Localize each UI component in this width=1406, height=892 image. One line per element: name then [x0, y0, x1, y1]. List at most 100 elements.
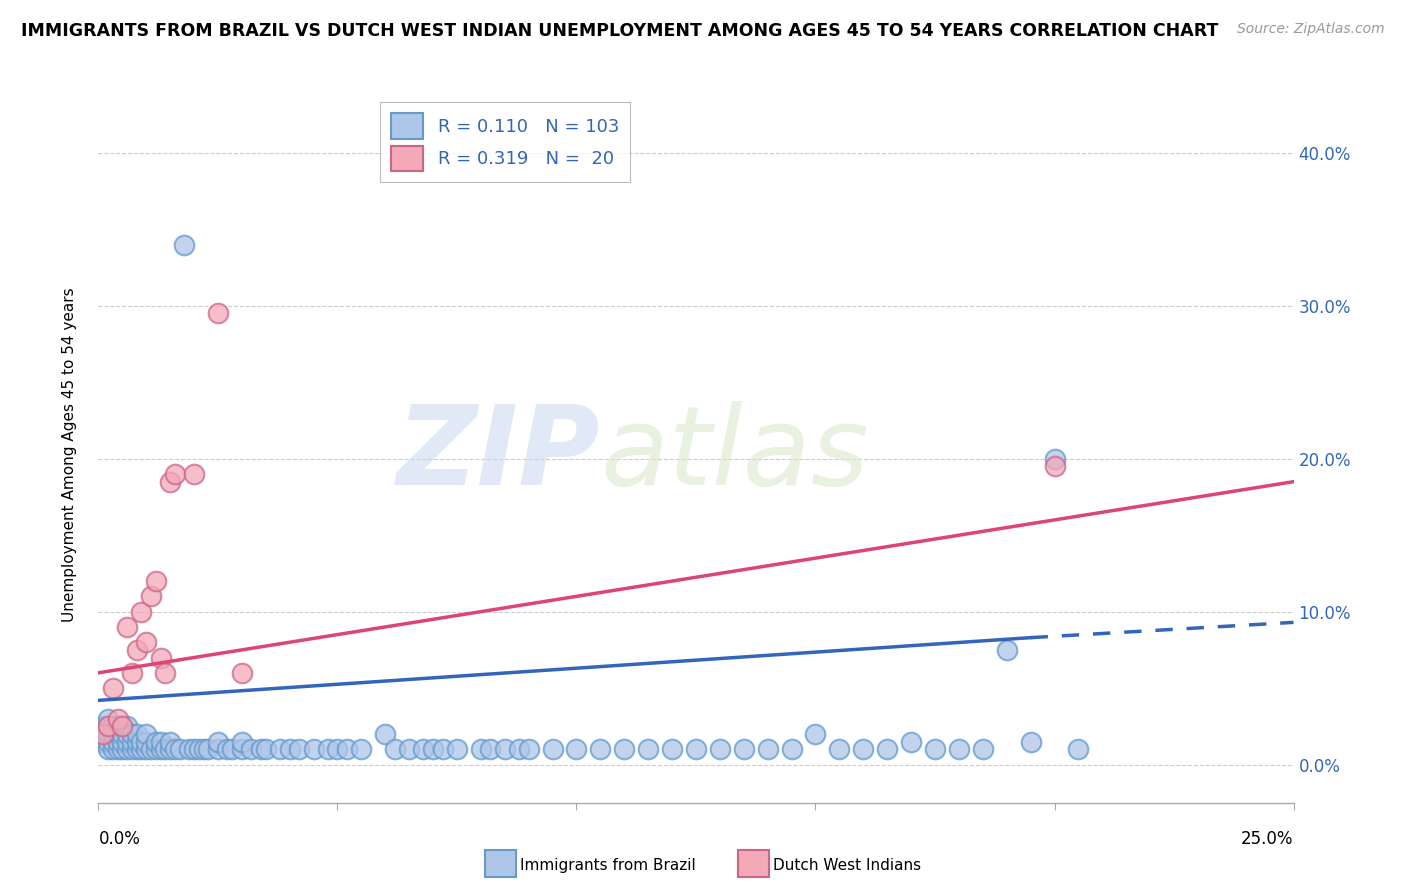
- Text: Source: ZipAtlas.com: Source: ZipAtlas.com: [1237, 22, 1385, 37]
- Point: [1043, 451, 1066, 466]
- Point: [217, 742, 239, 756]
- Point: [115, 620, 138, 634]
- Point: [155, 742, 177, 756]
- Point: [432, 742, 454, 756]
- Point: [398, 742, 420, 756]
- Point: [135, 734, 157, 748]
- Point: [107, 712, 129, 726]
- Point: [384, 742, 406, 756]
- Point: [139, 742, 162, 756]
- Text: IMMIGRANTS FROM BRAZIL VS DUTCH WEST INDIAN UNEMPLOYMENT AMONG AGES 45 TO 54 YEA: IMMIGRANTS FROM BRAZIL VS DUTCH WEST IND…: [21, 22, 1219, 40]
- Point: [111, 742, 134, 756]
- Point: [159, 475, 181, 489]
- Point: [125, 643, 148, 657]
- Point: [163, 742, 186, 756]
- Point: [101, 734, 124, 748]
- Point: [780, 742, 803, 756]
- Point: [187, 742, 209, 756]
- Point: [91, 719, 114, 733]
- Point: [326, 742, 349, 756]
- Point: [288, 742, 311, 756]
- Point: [183, 742, 205, 756]
- Point: [207, 306, 229, 320]
- Point: [145, 742, 167, 756]
- Point: [97, 719, 120, 733]
- Point: [517, 742, 540, 756]
- Point: [1043, 459, 1066, 474]
- Point: [183, 467, 205, 481]
- Point: [446, 742, 468, 756]
- Point: [173, 237, 195, 252]
- Point: [709, 742, 731, 756]
- Point: [316, 742, 339, 756]
- Point: [250, 742, 273, 756]
- Text: 0.0%: 0.0%: [98, 830, 141, 848]
- Point: [115, 742, 138, 756]
- Point: [876, 742, 898, 756]
- Point: [131, 605, 153, 619]
- Point: [101, 681, 124, 695]
- Point: [756, 742, 779, 756]
- Point: [1019, 734, 1042, 748]
- Y-axis label: Unemployment Among Ages 45 to 54 years: Unemployment Among Ages 45 to 54 years: [62, 287, 77, 623]
- Point: [107, 719, 129, 733]
- Text: 25.0%: 25.0%: [1241, 830, 1294, 848]
- Point: [139, 590, 162, 604]
- Point: [125, 727, 148, 741]
- Point: [565, 742, 588, 756]
- Point: [91, 727, 114, 741]
- Point: [149, 650, 172, 665]
- Point: [269, 742, 291, 756]
- Point: [900, 734, 922, 748]
- Point: [828, 742, 851, 756]
- Point: [254, 742, 277, 756]
- Point: [852, 742, 875, 756]
- Point: [169, 742, 191, 756]
- Point: [613, 742, 636, 756]
- Point: [374, 727, 396, 741]
- Point: [1067, 742, 1090, 756]
- Legend: R = 0.110   N = 103, R = 0.319   N =  20: R = 0.110 N = 103, R = 0.319 N = 20: [380, 103, 630, 182]
- Point: [121, 734, 143, 748]
- Point: [97, 719, 120, 733]
- Point: [159, 734, 181, 748]
- Point: [661, 742, 683, 756]
- Point: [948, 742, 970, 756]
- Point: [91, 734, 114, 748]
- Point: [924, 742, 946, 756]
- Point: [121, 742, 143, 756]
- Point: [207, 734, 229, 748]
- Point: [221, 742, 243, 756]
- Point: [508, 742, 530, 756]
- Text: ZIP: ZIP: [396, 401, 600, 508]
- Point: [159, 742, 181, 756]
- Point: [336, 742, 359, 756]
- Point: [101, 742, 124, 756]
- Point: [131, 734, 153, 748]
- Point: [115, 727, 138, 741]
- Point: [125, 742, 148, 756]
- Point: [97, 734, 120, 748]
- Text: Immigrants from Brazil: Immigrants from Brazil: [520, 858, 696, 872]
- Point: [207, 742, 229, 756]
- Point: [302, 742, 325, 756]
- Point: [135, 742, 157, 756]
- Point: [111, 734, 134, 748]
- Point: [97, 742, 120, 756]
- Point: [107, 734, 129, 748]
- Point: [479, 742, 502, 756]
- Point: [121, 665, 143, 680]
- Point: [101, 719, 124, 733]
- Point: [111, 719, 134, 733]
- Point: [149, 734, 172, 748]
- Point: [179, 742, 201, 756]
- Point: [685, 742, 707, 756]
- Point: [115, 734, 138, 748]
- Point: [111, 727, 134, 741]
- Point: [231, 665, 253, 680]
- Point: [278, 742, 301, 756]
- Point: [145, 734, 167, 748]
- Point: [121, 727, 143, 741]
- Point: [91, 727, 114, 741]
- Text: Dutch West Indians: Dutch West Indians: [773, 858, 921, 872]
